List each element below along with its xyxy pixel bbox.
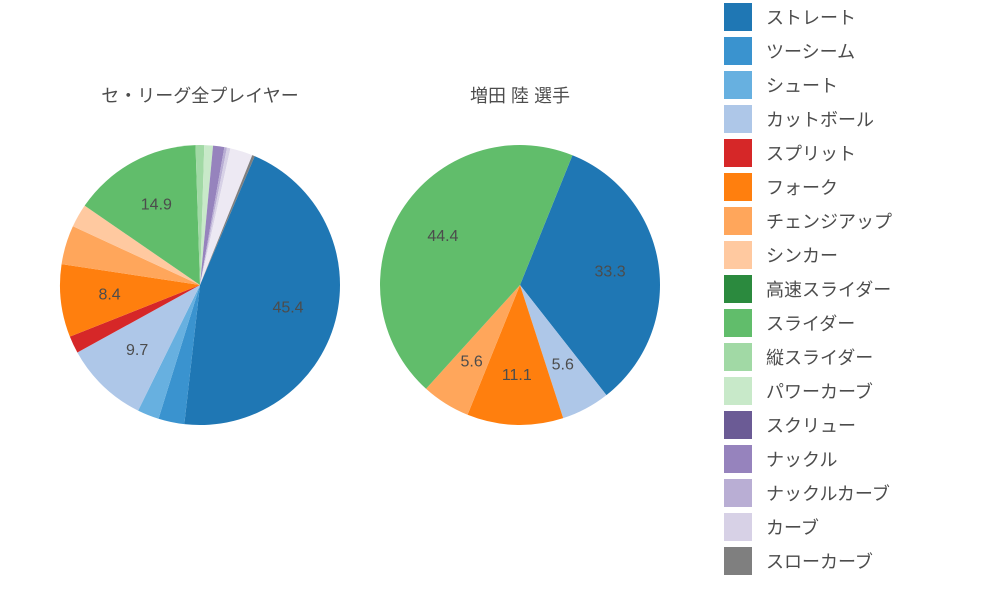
legend-label: ナックル bbox=[766, 446, 837, 472]
legend-item: パワーカーブ bbox=[724, 374, 984, 408]
slice-label: 5.6 bbox=[461, 353, 483, 370]
legend-label: ナックルカーブ bbox=[766, 480, 890, 506]
legend-swatch bbox=[724, 37, 752, 65]
legend-swatch bbox=[724, 71, 752, 99]
legend-swatch bbox=[724, 513, 752, 541]
legend-swatch bbox=[724, 343, 752, 371]
slice-label: 9.7 bbox=[126, 342, 148, 359]
legend-label: ストレート bbox=[766, 4, 856, 30]
legend-swatch bbox=[724, 411, 752, 439]
legend-label: カーブ bbox=[766, 514, 819, 540]
legend-label: シュート bbox=[766, 72, 838, 98]
legend-item: カットボール bbox=[724, 102, 984, 136]
pie-chart: 33.3 5.6 11.1 5.6 44.4 bbox=[360, 125, 680, 445]
legend: ストレートツーシームシュートカットボールスプリットフォークチェンジアップシンカー… bbox=[724, 0, 984, 578]
legend-label: カットボール bbox=[766, 106, 874, 132]
legend-item: スクリュー bbox=[724, 408, 984, 442]
legend-label: スローカーブ bbox=[766, 548, 873, 574]
legend-swatch bbox=[724, 207, 752, 235]
chart-area: セ・リーグ全プレイヤー 45.4 9.7 8.4 14.9 増田 陸 選手 33.3 5.6 1… bbox=[0, 0, 1000, 600]
slice-label: 8.4 bbox=[98, 287, 120, 304]
legend-item: ツーシーム bbox=[724, 34, 984, 68]
legend-label: ツーシーム bbox=[766, 38, 855, 64]
legend-item: カーブ bbox=[724, 510, 984, 544]
legend-swatch bbox=[724, 3, 752, 31]
legend-label: 高速スライダー bbox=[766, 276, 891, 302]
legend-item: シュート bbox=[724, 68, 984, 102]
legend-swatch bbox=[724, 105, 752, 133]
pie-title: 増田 陸 選手 bbox=[470, 82, 570, 108]
legend-item: スプリット bbox=[724, 136, 984, 170]
legend-item: スローカーブ bbox=[724, 544, 984, 578]
legend-swatch bbox=[724, 445, 752, 473]
legend-item: フォーク bbox=[724, 170, 984, 204]
legend-item: チェンジアップ bbox=[724, 204, 984, 238]
legend-item: スライダー bbox=[724, 306, 984, 340]
legend-label: スクリュー bbox=[766, 412, 856, 438]
slice-label: 5.6 bbox=[552, 357, 574, 374]
legend-swatch bbox=[724, 547, 752, 575]
legend-swatch bbox=[724, 173, 752, 201]
pie-chart: 45.4 9.7 8.4 14.9 bbox=[40, 125, 360, 445]
legend-label: パワーカーブ bbox=[766, 378, 873, 404]
legend-swatch bbox=[724, 309, 752, 337]
legend-label: チェンジアップ bbox=[766, 208, 892, 234]
legend-item: ストレート bbox=[724, 0, 984, 34]
legend-item: シンカー bbox=[724, 238, 984, 272]
legend-swatch bbox=[724, 139, 752, 167]
legend-swatch bbox=[724, 377, 752, 405]
slice-label: 44.4 bbox=[427, 228, 458, 245]
legend-label: シンカー bbox=[766, 242, 838, 268]
slice-label: 14.9 bbox=[141, 196, 172, 213]
slice-label: 45.4 bbox=[272, 299, 303, 316]
legend-item: 縦スライダー bbox=[724, 340, 984, 374]
legend-label: 縦スライダー bbox=[766, 344, 873, 370]
legend-item: ナックル bbox=[724, 442, 984, 476]
legend-swatch bbox=[724, 479, 752, 507]
legend-item: 高速スライダー bbox=[724, 272, 984, 306]
legend-label: スライダー bbox=[766, 310, 855, 336]
slice-label: 33.3 bbox=[595, 263, 626, 280]
slice-label: 11.1 bbox=[502, 367, 532, 384]
legend-swatch bbox=[724, 275, 752, 303]
legend-label: スプリット bbox=[766, 140, 856, 166]
legend-swatch bbox=[724, 241, 752, 269]
pie-title: セ・リーグ全プレイヤー bbox=[101, 82, 298, 108]
legend-label: フォーク bbox=[766, 174, 838, 200]
legend-item: ナックルカーブ bbox=[724, 476, 984, 510]
